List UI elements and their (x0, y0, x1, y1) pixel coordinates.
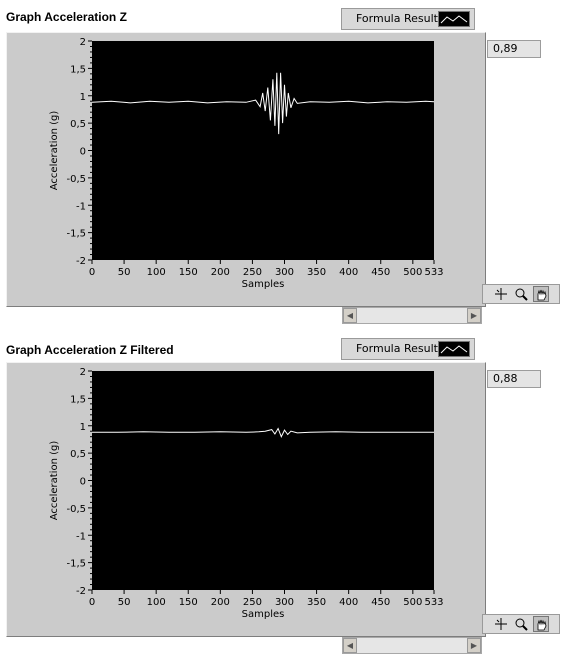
scroll-left-icon[interactable]: ◀ (343, 308, 357, 323)
y-tick-label: -1,5 (66, 229, 86, 240)
graph-palette (482, 284, 560, 304)
x-tick-label: 0 (89, 267, 95, 278)
x-tick-label: 200 (211, 597, 230, 608)
crosshair-tool-icon[interactable] (493, 286, 509, 302)
x-tick-label: 500 (403, 597, 422, 608)
scroll-left-icon[interactable]: ◀ (343, 638, 357, 653)
x-tick-label: 400 (339, 267, 358, 278)
legend-label: Formula Result (356, 342, 438, 355)
y-tick-label: -1 (76, 531, 86, 542)
zoom-tool-icon[interactable] (513, 616, 529, 632)
plot-background (92, 41, 434, 260)
x-tick-label: 0 (89, 597, 95, 608)
x-tick-label: 250 (243, 597, 262, 608)
zoom-tool-icon[interactable] (513, 286, 529, 302)
graph-frame: 2 1,5 1 0,5 0 -0,5 -1 -1,5 -2 0 50 100 150 200 250 300 3… (6, 362, 486, 637)
x-tick-label: 350 (307, 267, 326, 278)
x-tick-label: 450 (371, 597, 390, 608)
plot-area-svg: 21,510,50-0,5-1-1,5-20 50 100 150 200 250 300 3… (49, 37, 444, 290)
legend-line-icon (438, 11, 470, 27)
y-tick-label: -2 (76, 256, 86, 267)
hand-pan-tool-icon[interactable] (533, 616, 549, 632)
digital-display: 0,89 (487, 40, 541, 58)
y-tick-label: -1,5 (66, 559, 86, 570)
graph-palette (482, 614, 560, 634)
x-tick-label: 400 (339, 597, 358, 608)
x-tick-label: 150 (179, 597, 198, 608)
series-line (91, 72, 435, 135)
y-tick-label: 2 (80, 37, 86, 48)
y-tick-label: 0 (80, 477, 86, 488)
y-tick-label: 2 (80, 367, 86, 378)
x-axis-label: Samples (242, 609, 285, 620)
y-tick-label: -0,5 (66, 504, 86, 515)
y-axis-label: Acceleration (g) (49, 111, 60, 191)
legend-line-icon (438, 341, 470, 357)
graph-title: Graph Acceleration Z Filtered (6, 343, 174, 357)
y-axis-label: Acceleration (g) (49, 441, 60, 521)
x-tick-label: 533 (424, 267, 443, 278)
x-tick-label: 533 (424, 597, 443, 608)
x-tick-label: 150 (179, 267, 198, 278)
y-tick-label: 1,5 (70, 64, 86, 75)
horizontal-scrollbar[interactable]: ◀ ▶ (342, 637, 482, 654)
y-tick-label: 0 (80, 147, 86, 158)
crosshair-tool-icon[interactable] (493, 616, 509, 632)
y-tick-label: 1,5 (70, 394, 86, 405)
x-tick-label: 50 (118, 267, 131, 278)
plot-background (92, 371, 434, 590)
legend-label: Formula Result (356, 12, 438, 25)
x-axis-label: Samples (242, 279, 285, 290)
hand-pan-tool-icon[interactable] (533, 286, 549, 302)
y-tick-label: 0,5 (70, 449, 86, 460)
graph-acceleration-z: Graph Acceleration Z Formula Result 2 1,5… (0, 8, 573, 330)
x-tick-label: 500 (403, 267, 422, 278)
x-tick-label: 300 (275, 597, 294, 608)
plot-area-svg: 21,510,50-0,5-1-1,5-20 50 100 150 200 250 300 3… (49, 367, 444, 620)
graph-frame: 2 1,5 1 0,5 0 -0,5 -1 -1,5 -2 0 50 100 150 200 250 300 3… (6, 32, 486, 307)
plot-legend[interactable]: Formula Result (341, 338, 475, 360)
y-tick-label: -2 (76, 586, 86, 597)
x-tick-label: 250 (243, 267, 262, 278)
digital-display: 0,88 (487, 370, 541, 388)
graph-title: Graph Acceleration Z (6, 10, 127, 24)
scroll-right-icon[interactable]: ▶ (467, 308, 481, 323)
x-tick-label: 100 (147, 597, 166, 608)
plot-legend[interactable]: Formula Result (341, 8, 475, 30)
y-tick-label: 0,5 (70, 119, 86, 130)
x-tick-label: 350 (307, 597, 326, 608)
x-tick-label: 200 (211, 267, 230, 278)
graph-acceleration-z-filtered: Graph Acceleration Z Filtered Formula Re… (0, 338, 573, 660)
y-tick-label: 1 (80, 422, 86, 433)
horizontal-scrollbar[interactable]: ◀ ▶ (342, 307, 482, 324)
x-tick-label: 450 (371, 267, 390, 278)
y-tick-label: -0,5 (66, 174, 86, 185)
x-tick-label: 100 (147, 267, 166, 278)
series-line (92, 427, 434, 438)
x-tick-label: 300 (275, 267, 294, 278)
x-tick-label: 50 (118, 597, 131, 608)
y-tick-label: 1 (80, 92, 86, 103)
y-tick-label: -1 (76, 201, 86, 212)
scroll-right-icon[interactable]: ▶ (467, 638, 481, 653)
